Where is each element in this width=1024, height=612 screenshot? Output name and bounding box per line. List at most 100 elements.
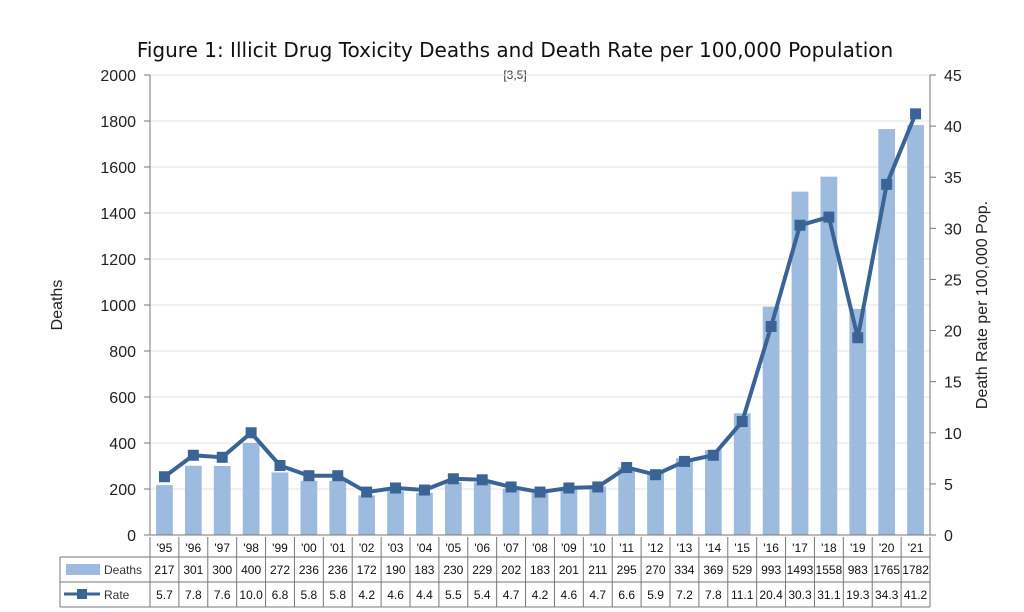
bar-deaths xyxy=(878,129,896,536)
table-cell-deaths: 183 xyxy=(414,563,434,577)
x-tick-label: '12 xyxy=(648,541,664,555)
y2-tick-label: 30 xyxy=(944,221,962,238)
table-cell-rate: 7.8 xyxy=(705,588,722,602)
table-cell-rate: 11.1 xyxy=(731,588,754,602)
y2-tick-label: 40 xyxy=(944,119,962,136)
deaths-bars xyxy=(156,125,924,536)
chart-title: Figure 1: Illicit Drug Toxicity Deaths a… xyxy=(137,38,893,62)
table-cell-deaths: 301 xyxy=(183,563,203,577)
table-cell-deaths: 295 xyxy=(617,563,637,577)
axes xyxy=(144,74,936,536)
rate-marker xyxy=(852,332,864,344)
y2-tick-label: 0 xyxy=(944,528,953,545)
bar-deaths xyxy=(704,450,722,535)
y-tick-label: 1200 xyxy=(100,252,136,269)
bar-deaths xyxy=(387,491,404,535)
table-cell-rate: 31.1 xyxy=(817,588,841,602)
table-cell-deaths: 202 xyxy=(501,563,521,577)
rate-marker xyxy=(216,451,228,463)
x-tick-label: '00 xyxy=(301,541,317,555)
rate-marker xyxy=(447,473,459,485)
bar-deaths xyxy=(676,458,693,535)
bar-deaths xyxy=(733,413,751,535)
x-tick-label: '01 xyxy=(330,541,346,555)
x-tick-label: '21 xyxy=(908,541,924,555)
y2-tick-label: 5 xyxy=(944,477,953,494)
table-cell-rate: 34.3 xyxy=(875,588,899,602)
table-cell-rate: 7.6 xyxy=(214,588,231,602)
x-tick-label: '97 xyxy=(214,541,230,555)
gridlines xyxy=(150,74,930,490)
x-tick-label: '13 xyxy=(677,541,693,555)
y-axis-label: Deaths xyxy=(49,280,66,331)
table-cell-deaths: 529 xyxy=(732,563,752,577)
table-cell-rate: 5.8 xyxy=(301,588,318,602)
bar-deaths xyxy=(358,495,376,535)
y-tick-label: 400 xyxy=(109,436,136,453)
table-cell-rate: 7.8 xyxy=(185,588,202,602)
table-cell-rate: 4.7 xyxy=(503,588,520,602)
table-cell-deaths: 983 xyxy=(848,563,868,577)
table-cell-rate: 4.2 xyxy=(532,588,549,602)
bar-deaths xyxy=(473,482,491,535)
table-cell-deaths: 1782 xyxy=(902,563,929,577)
table-cell-rate: 20.4 xyxy=(759,588,783,602)
table-cell-rate: 10.0 xyxy=(239,588,263,602)
y2-tick-label: 20 xyxy=(944,324,962,341)
table-cell-deaths: 1493 xyxy=(787,563,814,577)
x-tick-label: '06 xyxy=(474,541,490,555)
table-cell-rate: 5.7 xyxy=(156,588,173,602)
table-cell-deaths: 300 xyxy=(212,563,232,577)
table-cell-rate: 7.2 xyxy=(676,588,693,602)
table-cell-deaths: 201 xyxy=(559,563,579,577)
y2-tick-label: 15 xyxy=(944,375,962,392)
bar-deaths xyxy=(271,472,289,535)
rate-marker xyxy=(390,482,402,494)
bar-deaths xyxy=(300,480,318,535)
rate-marker xyxy=(534,486,546,498)
table-cell-rate: 6.6 xyxy=(618,588,635,602)
y-tick-label: 1000 xyxy=(100,298,136,315)
y-tick-label: 800 xyxy=(109,344,136,361)
x-tick-label: '99 xyxy=(272,541,288,555)
table-cell-deaths: 236 xyxy=(299,563,319,577)
table-cell-deaths: 270 xyxy=(646,563,666,577)
rate-marker xyxy=(678,455,690,467)
rate-marker xyxy=(303,470,315,482)
x-tick-label: '05 xyxy=(446,541,462,555)
rate-marker xyxy=(332,470,344,482)
table-cell-deaths: 334 xyxy=(674,563,694,577)
tick-labels: 0 200 400 600 800 1000 1200 1400 1600 1800 2000 0 5 1… xyxy=(100,68,961,545)
legend-deaths-label: Deaths xyxy=(104,563,142,577)
table-cell-rate: 5.4 xyxy=(474,588,491,602)
table-cell-deaths: 183 xyxy=(530,563,550,577)
bar-deaths xyxy=(444,482,462,535)
bar-deaths xyxy=(531,492,549,535)
rate-marker xyxy=(736,416,748,428)
rate-marker xyxy=(650,469,662,481)
table-cell-deaths: 400 xyxy=(241,563,261,577)
table-cell-rate: 5.8 xyxy=(329,588,346,602)
bar-deaths xyxy=(647,472,664,535)
bar-deaths xyxy=(560,488,578,535)
x-tick-label: '08 xyxy=(532,541,548,555)
rate-marker xyxy=(274,459,286,471)
rate-marker xyxy=(881,178,893,190)
bar-deaths xyxy=(762,306,780,535)
rate-line xyxy=(158,108,922,498)
x-tick-label: '03 xyxy=(388,541,404,555)
table-cell-deaths: 236 xyxy=(328,563,348,577)
bar-deaths xyxy=(791,191,809,536)
x-tick-label: '11 xyxy=(619,541,634,555)
table-cell-rate: 4.6 xyxy=(561,588,578,602)
rate-marker xyxy=(245,427,257,439)
x-tick-label: '17 xyxy=(792,541,808,555)
legend-rate-label: Rate xyxy=(104,588,130,602)
table-cell-rate: 19.3 xyxy=(846,588,870,602)
table-cell-rate: 30.3 xyxy=(788,588,812,602)
x-tick-label: '95 xyxy=(157,541,173,555)
rate-marker xyxy=(910,108,922,120)
x-tick-label: '19 xyxy=(850,541,866,555)
x-tick-label: '16 xyxy=(763,541,779,555)
